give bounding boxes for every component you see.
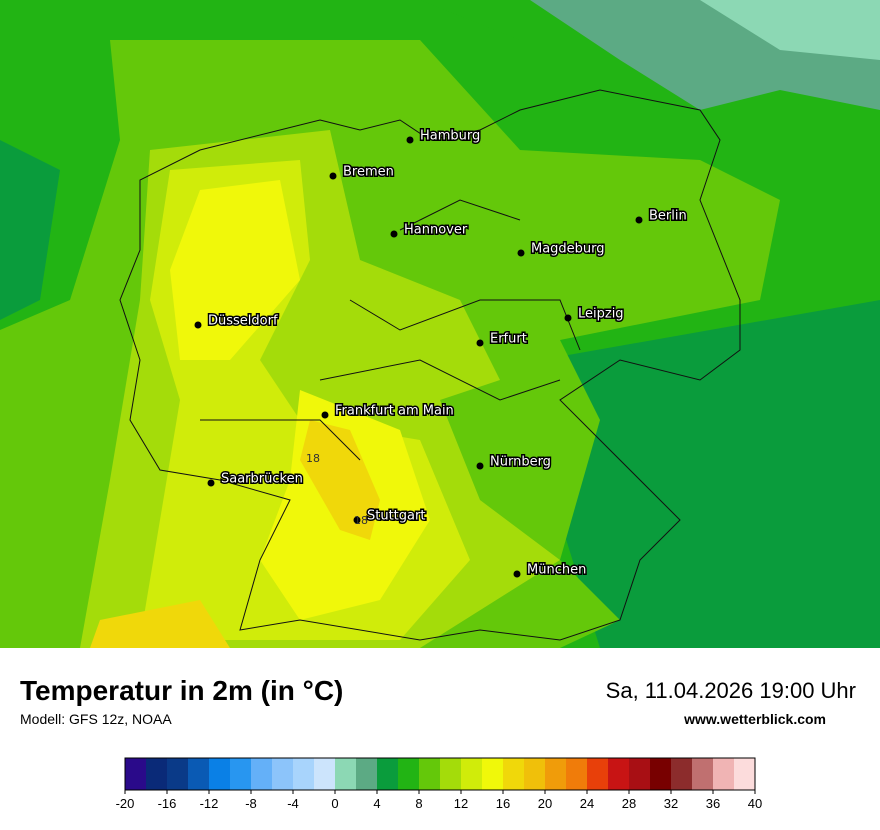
color-step	[377, 758, 399, 790]
color-step	[440, 758, 462, 790]
tick-label: 20	[538, 796, 552, 811]
cities: Hamburg Bremen Berlin Hannover Magdeburg…	[194, 127, 688, 579]
city-label: Stuttgart	[367, 509, 425, 524]
city-label: Berlin	[649, 209, 687, 224]
city-label: Magdeburg	[531, 242, 605, 257]
tick-label: 36	[706, 796, 720, 811]
color-step	[356, 758, 378, 790]
color-step	[314, 758, 336, 790]
color-step	[335, 758, 357, 790]
city-label: Bremen	[343, 165, 394, 180]
color-step	[566, 758, 588, 790]
colorbar-frame	[124, 757, 756, 791]
model: Modell: GFS 12z, NOAA	[20, 711, 172, 727]
tick-label: 12	[454, 796, 468, 811]
city-label: Saarbrücken	[221, 472, 303, 487]
city-label: Hannover	[404, 223, 468, 238]
color-step	[629, 758, 651, 790]
datetime: Sa, 11.04.2026 19:00 Uhr	[606, 678, 856, 703]
color-step	[398, 758, 420, 790]
title: Temperatur in 2m (in °C)	[20, 675, 343, 706]
color-step	[671, 758, 693, 790]
colorbar: -20 -16 -12 -8 -4 0 4 8 12 16 20 24 28 32 36 40	[116, 757, 762, 811]
city-label: Leipzig	[578, 307, 624, 322]
color-step	[608, 758, 630, 790]
color-step	[650, 758, 672, 790]
color-step	[713, 758, 735, 790]
color-step	[461, 758, 483, 790]
color-step	[482, 758, 504, 790]
tick-label: 4	[373, 796, 380, 811]
tick-label: 16	[496, 796, 510, 811]
city-label: Hamburg	[420, 129, 480, 144]
value-label: 18	[306, 452, 320, 465]
color-step	[209, 758, 231, 790]
color-step	[272, 758, 294, 790]
city-label: Düsseldorf	[208, 314, 278, 329]
color-step	[503, 758, 525, 790]
city-label: Frankfurt am Main	[335, 404, 454, 419]
color-step	[524, 758, 546, 790]
color-step	[587, 758, 609, 790]
color-step	[167, 758, 189, 790]
state-borders	[200, 199, 581, 461]
map	[0, 0, 880, 648]
color-step	[251, 758, 273, 790]
city-label: Nürnberg	[490, 455, 551, 470]
tick-label: 0	[331, 796, 338, 811]
tick-label: -20	[116, 796, 135, 811]
color-step	[419, 758, 441, 790]
city-label: Erfurt	[490, 332, 527, 347]
tick-label: -8	[245, 796, 257, 811]
color-step	[230, 758, 252, 790]
footer: Temperatur in 2m (in °C) Modell: GFS 12z…	[20, 675, 856, 727]
tick-label: 28	[622, 796, 636, 811]
tick-label: 32	[664, 796, 678, 811]
tick-label: -16	[158, 796, 177, 811]
color-step	[125, 758, 147, 790]
tick-label: -4	[287, 796, 299, 811]
city-label: München	[527, 563, 586, 578]
website: www.wetterblick.com	[683, 711, 826, 727]
tick-label: 24	[580, 796, 594, 811]
color-step	[293, 758, 315, 790]
value-label: 18	[354, 514, 368, 527]
tick-label: 40	[748, 796, 762, 811]
tick-label: -12	[200, 796, 219, 811]
color-step	[734, 758, 756, 790]
color-step	[692, 758, 714, 790]
border	[119, 89, 741, 641]
color-step	[545, 758, 567, 790]
color-step	[146, 758, 168, 790]
tick-label: 8	[415, 796, 422, 811]
color-step	[188, 758, 210, 790]
